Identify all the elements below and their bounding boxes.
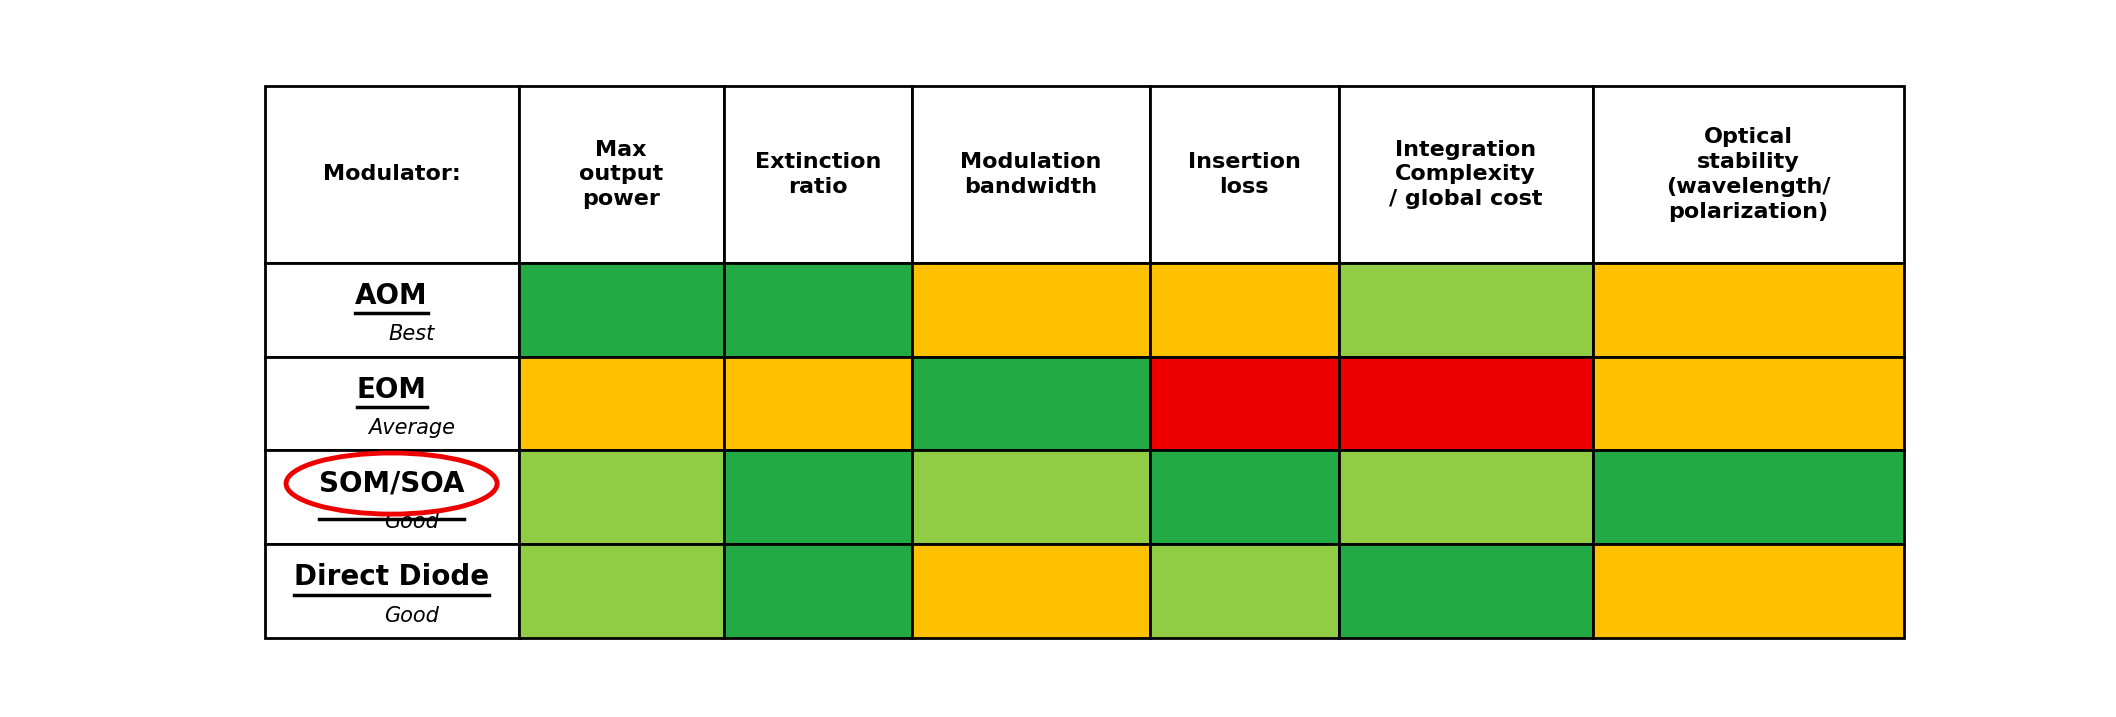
Bar [518,86,724,262]
Text: Integration
Complexity
/ global cost: Integration Complexity / global cost [1388,140,1543,209]
Bar [1339,450,1593,544]
Text: SOM/SOA: SOM/SOA [320,470,463,498]
Bar [518,544,724,638]
Bar [1593,86,1904,262]
Bar [724,544,912,638]
Bar [1593,450,1904,544]
Bar [264,356,518,450]
Bar [724,356,912,450]
Bar [1339,544,1593,638]
Bar [264,544,518,638]
Bar [912,544,1151,638]
Bar [1339,356,1593,450]
Bar [1151,544,1339,638]
Bar [724,450,912,544]
Bar [1593,356,1904,450]
Bar [264,86,518,262]
Bar [1151,86,1339,262]
Bar [912,450,1151,544]
Text: EOM: EOM [358,376,427,404]
Bar [912,356,1151,450]
Text: Good: Good [383,512,438,532]
Text: Best: Best [387,325,434,344]
Bar [264,450,518,544]
Bar [912,86,1151,262]
Text: Modulation
bandwidth: Modulation bandwidth [961,152,1102,196]
Bar [1339,262,1593,356]
Text: AOM: AOM [355,282,427,310]
Bar [724,86,912,262]
Bar [1593,544,1904,638]
Bar [724,262,912,356]
Bar [912,262,1151,356]
Text: Max
output
power: Max output power [580,140,662,209]
Bar [1151,356,1339,450]
Text: Optical
stability
(wavelength/
polarization): Optical stability (wavelength/ polarizat… [1667,127,1830,222]
Bar [518,450,724,544]
Bar [1339,86,1593,262]
Bar [518,262,724,356]
Bar [1593,262,1904,356]
Text: Insertion
loss: Insertion loss [1187,152,1301,196]
Bar [518,356,724,450]
Text: Extinction
ratio: Extinction ratio [755,152,880,196]
Bar [1151,262,1339,356]
Bar [264,262,518,356]
Text: Direct Diode: Direct Diode [294,564,489,592]
Text: Good: Good [383,606,438,626]
Text: Modulator:: Modulator: [324,164,461,184]
Bar [1151,450,1339,544]
Text: Average: Average [368,418,455,438]
